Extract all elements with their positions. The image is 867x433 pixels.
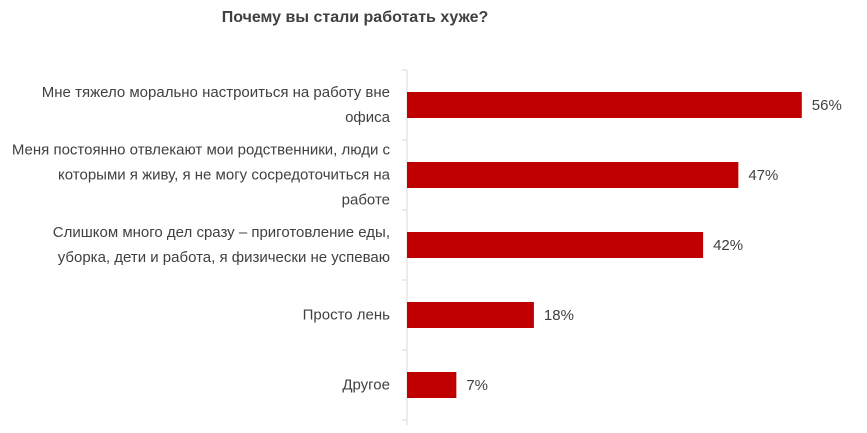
value-label: 56% (812, 97, 842, 114)
bar (407, 92, 802, 118)
value-label: 18% (544, 307, 574, 324)
category-label: Слишком много дел сразу – приготовление … (52, 224, 390, 266)
bar (407, 162, 739, 188)
bar (407, 302, 534, 328)
bar (407, 372, 457, 398)
category-label: Мне тяжело морально настроиться на работ… (41, 84, 390, 126)
value-label: 47% (748, 167, 778, 184)
chart-title: Почему вы стали работать хуже? (222, 9, 489, 26)
category-label: Другое (342, 376, 390, 394)
bar (407, 232, 704, 258)
value-label: 7% (466, 377, 488, 394)
category-label: Меня постоянно отвлекают мои родственник… (11, 141, 390, 209)
value-label: 42% (713, 237, 743, 254)
category-label: Просто лень (302, 306, 390, 324)
